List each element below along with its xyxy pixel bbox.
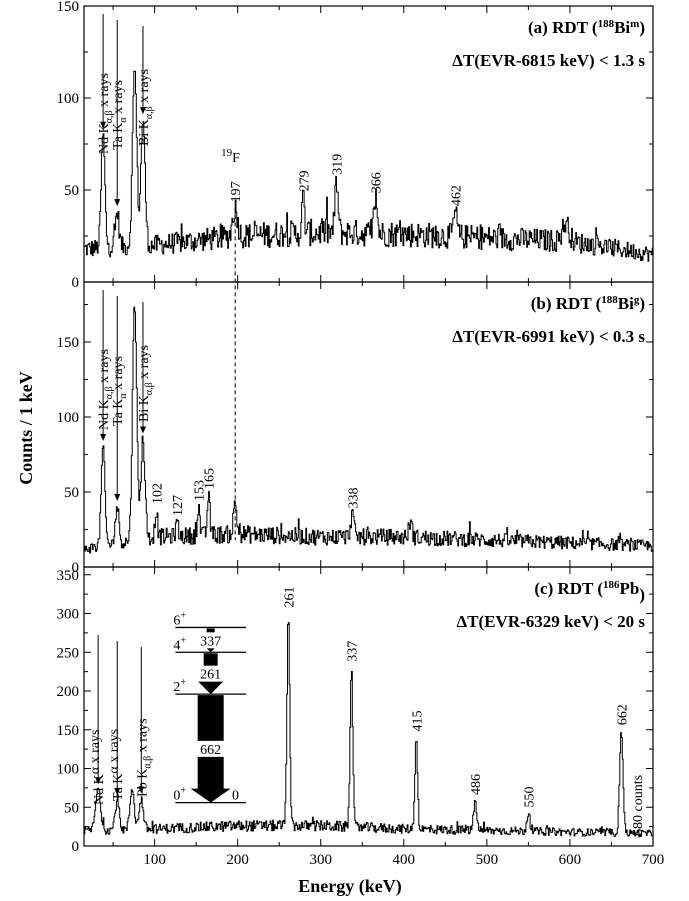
note-680-counts: 680 counts [631,775,646,836]
x-tick-label-200: 200 [226,852,249,868]
panel-title-a: (a) RDT (188Bim) [528,18,645,37]
xray-label-b-1: Ta Kα x rays [111,356,129,426]
y-tick-label-a-50: 50 [64,183,79,199]
panel-a: 0 50 100 150 (a) RDT (188Bim) ΔT(EVR-6815 keV… [57,0,654,540]
x-tick-label-600: 600 [559,852,582,868]
xray-arrowhead-b-2 [139,426,146,434]
y-tick-label-c-250: 250 [57,645,80,661]
panel-c: 0 50 100 150 200 250 300 350 100 200 300 400 500 600 7… [57,566,665,868]
y-axis-title: Counts / 1 keV [16,371,36,485]
spectrum-line-b [84,306,653,554]
level-spin-2: 2+ [173,677,186,695]
xray-label-a-0: Nd Kα,β x rays [97,73,115,154]
x-axis-title: Energy (keV) [298,876,401,897]
panels-group: 0 50 100 150 (a) RDT (188Bim) ΔT(EVR-6815 keV… [57,0,665,868]
xray-label-c-2: Pb Kα,β x rays [135,718,153,797]
y-tick-label-b-50: 50 [64,485,79,501]
xray-label-c-0: Nd Kα x rays [88,730,107,805]
y-tick-label-c-200: 200 [57,684,80,700]
panel-gate-b: ΔT(EVR-6991 keV) < 0.3 s [452,327,645,346]
level-transition-label-337: 337 [200,634,221,649]
level-energy-3: 0 [232,789,239,804]
y-tick-label-c-150: 150 [57,723,80,739]
panel-gate-a: ΔT(EVR-6815 keV) < 1.3 s [452,51,645,70]
x-tick-label-300: 300 [309,852,332,868]
level-transition-label-bg-0 [195,632,226,649]
level-transition-label-662: 662 [200,743,221,758]
x-tick-label-400: 400 [393,852,416,868]
peak-label-b-165: 165 [203,468,218,489]
y-tick-label-b-0: 0 [72,560,80,576]
spectrum-line-a [84,70,653,262]
xray-arrowhead-a-1 [114,199,121,207]
y-tick-label-a-0: 0 [72,275,80,291]
y-tick-label-c-300: 300 [57,607,80,623]
peak-label-c-415: 415 [410,711,425,732]
peak-label-c-486: 486 [469,774,484,795]
annotation-19f: 19F [221,147,240,166]
xray-label-a-1: Ta Kα x rays [111,80,129,150]
peak-label-b-338: 338 [346,488,361,509]
peak-label-b-102: 102 [150,483,165,504]
xray-arrowhead-b-0 [100,434,107,441]
peak-label-a-319: 319 [331,154,346,175]
x-tick-label-700: 700 [642,852,665,868]
xray-arrowhead-b-1 [114,494,121,501]
xray-arrowhead-c-2 [138,786,145,794]
panel-title-b: (b) RDT (188Big) [531,294,645,313]
spectrum-line-c [84,622,653,838]
peak-label-a-279: 279 [297,170,312,191]
panel-b: 0 50 100 150 (b) RDT (188Big) ΔT(EVR-6991 keV… [57,281,654,576]
panel-frame-c [83,566,654,847]
panel-gate-c: ΔT(EVR-6329 keV) < 20 s [457,612,646,631]
xray-arrowhead-c-0 [95,777,102,785]
peak-label-c-662: 662 [615,704,630,725]
xray-label-c-1: Ta Kα x rays [107,729,126,801]
peak-label-a-197: 197 [229,181,244,202]
peak-label-a-462: 462 [449,185,464,206]
y-tick-label-c-100: 100 [57,762,80,778]
level-spin-0: 6+ [173,610,186,628]
peak-label-c-261: 261 [282,587,297,608]
panel-frame-b [83,281,654,568]
xray-label-a-2: Bi Kα,β x rays [137,69,155,146]
y-tick-label-a-100: 100 [57,91,80,107]
y-tick-label-b-150: 150 [57,335,80,351]
level-spin-3: 0+ [173,786,186,804]
x-tick-label-500: 500 [476,852,499,868]
y-tick-label-a-150: 150 [57,0,80,15]
panel-title-c: (c) RDT (186Pb) [534,579,645,604]
level-spin-1: 4+ [173,635,186,653]
peak-label-c-337: 337 [345,641,360,662]
y-tick-label-b-100: 100 [57,410,80,426]
peak-label-a-366: 366 [370,172,385,193]
xray-arrowhead-c-1 [114,788,121,796]
y-tick-label-c-0: 0 [72,839,80,855]
level-transition-label-bg-1 [195,665,226,682]
level-transition-label-bg-2 [195,740,226,757]
xray-arrowhead-a-0 [100,121,107,129]
x-tick-label-100: 100 [143,852,166,868]
y-tick-label-c-50: 50 [64,800,79,816]
xray-arrowhead-a-2 [139,107,146,115]
peak-label-c-550: 550 [522,786,537,807]
peak-label-b-127: 127 [171,495,186,516]
xray-label-b-2: Bi Kα,β x rays [137,345,155,422]
xray-label-b-0: Nd Kα,β x rays [97,349,115,430]
y-tick-label-c-350: 350 [57,568,80,584]
peak-label-b-153: 153 [193,480,208,501]
level-transition-label-261: 261 [200,668,221,683]
